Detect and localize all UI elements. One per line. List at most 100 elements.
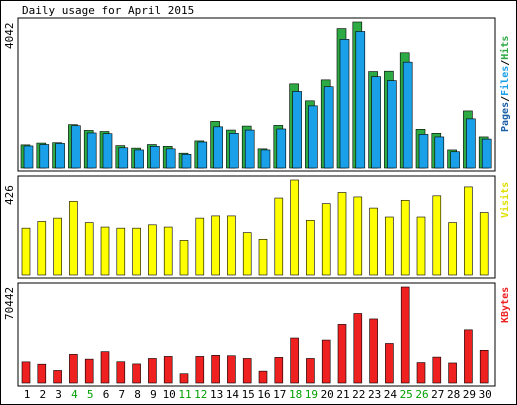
bar-visits-day-28 (448, 222, 457, 276)
bar-files-day-25 (402, 61, 413, 169)
bar-files-day-2 (39, 144, 50, 169)
bar-kbytes-day-27 (432, 356, 442, 384)
bar-kbytes-day-5 (84, 358, 94, 384)
bar-files-day-17 (276, 128, 287, 169)
bar-files-day-5 (86, 132, 97, 169)
bar-visits-day-24 (385, 216, 394, 276)
legend-pages: Pages (500, 102, 511, 132)
panel-hits-ymax: 4042 (3, 23, 16, 50)
bar-files-day-6 (102, 133, 113, 169)
panel-visits-legend: Visits (499, 182, 511, 218)
bar-visits-day-22 (353, 196, 363, 276)
bar-visits-day-9 (148, 224, 157, 276)
day-label-18: 18 (289, 388, 302, 401)
bar-kbytes-day-10 (163, 356, 173, 384)
day-label-24: 24 (384, 388, 398, 401)
bar-files-day-9 (150, 146, 160, 169)
bar-visits-day-13 (211, 215, 220, 276)
day-label-21: 21 (336, 388, 349, 401)
bar-visits-day-18 (290, 179, 299, 276)
day-label-22: 22 (352, 388, 365, 401)
bar-visits-day-11 (179, 240, 189, 276)
day-label-30: 30 (479, 388, 492, 401)
bar-kbytes-day-12 (195, 356, 205, 384)
hits-files-bars (20, 21, 492, 169)
bar-files-day-24 (387, 80, 397, 169)
day-label-9: 9 (150, 388, 157, 401)
day-label-25: 25 (400, 388, 413, 401)
bar-files-day-26 (418, 134, 429, 169)
bar-visits-day-30 (479, 212, 489, 276)
bar-visits-day-6 (100, 226, 110, 276)
bar-files-day-8 (134, 149, 144, 169)
bar-visits-day-17 (274, 197, 284, 276)
day-label-7: 7 (118, 388, 125, 401)
day-label-19: 19 (305, 388, 318, 401)
legend-hits: Hits (499, 36, 511, 60)
day-label-4: 4 (71, 388, 78, 401)
day-label-1: 1 (24, 388, 31, 401)
bar-kbytes-day-28 (448, 362, 457, 384)
bar-visits-day-29 (464, 186, 473, 276)
bar-kbytes-day-24 (385, 343, 394, 384)
bar-visits-day-12 (195, 217, 205, 276)
day-label-27: 27 (431, 388, 444, 401)
bar-kbytes-day-22 (353, 313, 363, 384)
bar-kbytes-day-17 (274, 357, 284, 384)
bar-visits-day-8 (132, 227, 141, 276)
bar-kbytes-day-13 (211, 355, 220, 384)
day-label-6: 6 (103, 388, 110, 401)
bar-files-day-29 (466, 118, 476, 169)
panel-visits-ymax: 426 (3, 185, 16, 205)
bar-visits-day-3 (53, 217, 62, 276)
bar-kbytes-day-15 (242, 358, 252, 384)
bar-files-day-11 (181, 153, 192, 169)
bar-files-day-1 (23, 145, 34, 169)
chart-title: Daily usage for April 2015 (22, 4, 194, 17)
day-label-16: 16 (257, 388, 270, 401)
bar-kbytes-day-11 (179, 373, 189, 384)
bar-kbytes-day-9 (148, 358, 157, 384)
day-label-29: 29 (463, 388, 476, 401)
bar-visits-day-20 (321, 203, 331, 276)
bar-files-day-27 (434, 136, 445, 169)
bar-kbytes-day-1 (21, 361, 31, 384)
bar-visits-day-21 (337, 192, 347, 276)
bar-files-day-13 (213, 126, 223, 169)
day-label-3: 3 (55, 388, 62, 401)
x-axis-day-labels: 1 2 3 4 5 6 7 8 9 10 11 12 13 14 15 16 17 18 19 20 21 22 23 24 2… (24, 388, 492, 401)
bar-kbytes-day-7 (116, 361, 126, 384)
panel-kbytes-legend: KBytes (500, 287, 511, 323)
bar-visits-day-25 (400, 199, 410, 276)
bar-files-day-28 (450, 151, 460, 169)
visits-bars (21, 179, 489, 276)
bar-files-day-23 (371, 76, 381, 169)
bar-kbytes-day-3 (53, 370, 62, 384)
bar-visits-day-16 (258, 239, 268, 276)
bar-files-day-15 (244, 129, 255, 169)
bar-visits-day-14 (227, 215, 236, 276)
bar-visits-day-1 (21, 227, 31, 276)
bar-kbytes-day-8 (132, 363, 141, 384)
day-label-15: 15 (242, 388, 255, 401)
day-label-2: 2 (39, 388, 46, 401)
day-label-28: 28 (447, 388, 460, 401)
kbytes-bars (21, 286, 489, 384)
bar-files-day-4 (71, 125, 81, 169)
bar-files-day-22 (355, 31, 366, 169)
day-label-11: 11 (178, 388, 191, 401)
bar-files-day-12 (197, 141, 208, 169)
bar-kbytes-day-2 (37, 363, 47, 384)
legend-sep-1: / (500, 96, 511, 102)
day-label-20: 20 (321, 388, 334, 401)
bar-kbytes-day-14 (227, 355, 236, 384)
bar-files-day-20 (323, 86, 334, 169)
bar-kbytes-day-20 (321, 339, 331, 384)
bar-files-day-30 (481, 138, 492, 169)
bar-kbytes-day-6 (100, 351, 110, 384)
day-label-13: 13 (210, 388, 223, 401)
bar-files-day-14 (229, 133, 239, 169)
day-label-10: 10 (163, 388, 176, 401)
day-label-17: 17 (273, 388, 286, 401)
